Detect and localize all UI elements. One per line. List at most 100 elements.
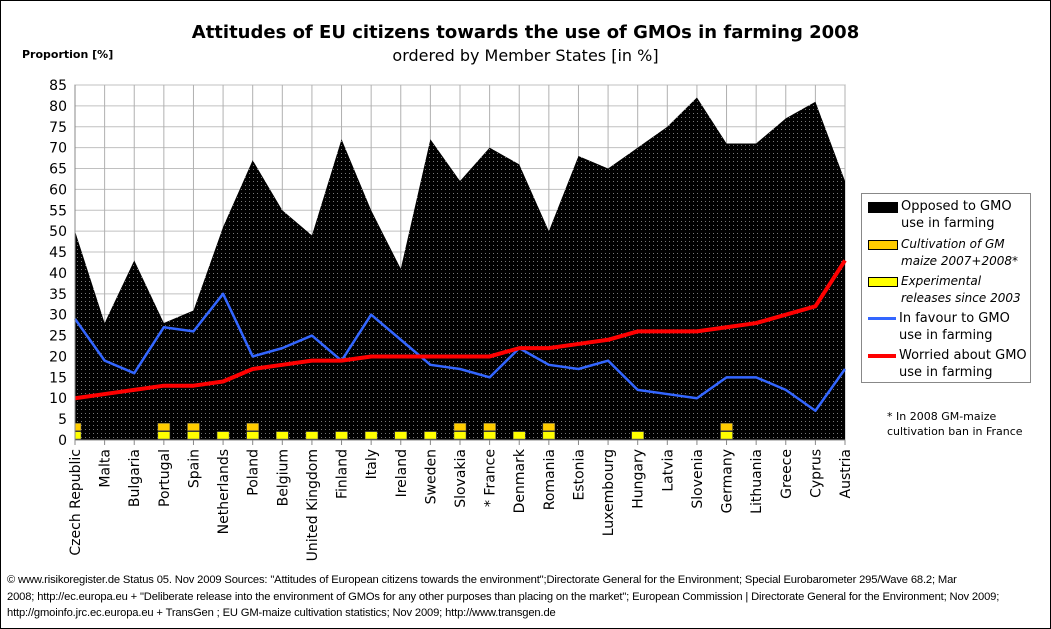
x-tick-label: Slovenia [690, 449, 706, 509]
x-tick-label: Italy [364, 449, 380, 479]
x-tick-label: United Kingdom [305, 449, 321, 561]
footer-line: http://gmoinfo.jrc.ec.europa.eu + TransG… [7, 607, 556, 619]
y-tick-label: 75 [49, 120, 67, 136]
x-tick-label: * France [483, 449, 499, 507]
y-tick-label: 40 [49, 266, 67, 282]
chart-plot: 0 5 10 15 20 25 30 35 40 45 50 55 60 65 70 75 80 85 Czech … [49, 78, 854, 561]
legend-swatch-experimental [868, 277, 898, 287]
legend-swatch-favour [868, 317, 896, 320]
marker-cultivation [453, 423, 467, 431]
marker-experimental [246, 431, 259, 440]
x-tick-label: Romania [542, 449, 558, 510]
y-tick-label: 55 [49, 203, 67, 219]
x-tick-label: Slovakia [453, 449, 469, 508]
marker-experimental [483, 431, 496, 440]
marker-experimental [453, 431, 467, 440]
marker-cultivation [246, 423, 259, 431]
x-tick-label: Cyprus [808, 449, 824, 498]
legend-swatch-worried [868, 354, 896, 358]
y-tick-label: 25 [49, 329, 67, 345]
legend-item-favour: In favour to GMO use in farming [868, 310, 1010, 344]
x-tick-label: Portugal [157, 449, 173, 507]
x-tick-label: Czech Republic [68, 449, 84, 556]
marker-cultivation [483, 423, 496, 431]
y-tick-label: 30 [49, 308, 67, 324]
legend-label: Experimental [901, 274, 982, 288]
x-tick-label: Denmark [512, 448, 528, 513]
x-tick-label: Germany [720, 449, 736, 513]
y-tick-label: 65 [49, 162, 67, 178]
legend-swatch-opposed [868, 202, 898, 213]
footer-line: © www.risikoregister.de Status 05. Nov 2… [7, 574, 957, 586]
legend-label: Worried about GMO [899, 348, 1027, 363]
legend-swatch-cultivation [868, 240, 898, 250]
sources-footer: © www.risikoregister.de Status 05. Nov 2… [7, 572, 1047, 622]
chart-subtitle: ordered by Member States [in %] [392, 46, 659, 65]
chart-title: Attitudes of EU citizens towards the use… [191, 22, 860, 43]
annotation-line: * In 2008 GM-maize [887, 410, 997, 423]
x-tick-label: Belgium [275, 449, 291, 506]
legend-label: use in farming [899, 365, 993, 380]
y-tick-label: 15 [49, 370, 67, 386]
marker-experimental [335, 431, 348, 440]
y-tick-label: 10 [49, 391, 67, 407]
x-tick-label: Greece [779, 449, 795, 499]
marker-cultivation [542, 423, 556, 431]
legend-label: Cultivation of GM [901, 237, 1005, 251]
annotation-france: * In 2008 GM-maize cultivation ban in Fr… [887, 409, 1023, 439]
legend-label: Opposed to GMO [901, 199, 1012, 214]
marker-experimental [157, 431, 171, 440]
x-tick-label: Austria [838, 449, 854, 498]
legend-item-experimental: Experimental releases since 2003 [868, 273, 1021, 307]
y-tick-label: 0 [58, 433, 67, 449]
marker-cultivation [720, 423, 733, 431]
marker-experimental [394, 431, 408, 440]
x-tick-label: Latvia [660, 449, 676, 492]
x-tick-label: Ireland [394, 449, 410, 497]
legend-item-opposed: Opposed to GMO use in farming [868, 198, 1012, 232]
marker-experimental [542, 431, 556, 440]
x-tick-label: Spain [186, 449, 202, 488]
marker-experimental [187, 431, 200, 440]
marker-experimental [720, 431, 733, 440]
area-opposed [75, 97, 845, 440]
y-tick-label: 50 [49, 224, 67, 240]
y-axis-label: Proportion [%] [22, 48, 114, 61]
x-tick-label: Lithuania [749, 449, 765, 514]
footer-line: 2008; http://ec.europa.eu + "Deliberate … [7, 590, 1000, 603]
legend-label: In favour to GMO [899, 311, 1010, 326]
y-tick-label: 70 [49, 141, 67, 157]
x-tick-label: Estonia [571, 449, 587, 501]
y-tick-label: 35 [49, 287, 67, 303]
y-tick-label: 45 [49, 245, 67, 261]
x-tick-label: Finland [335, 449, 351, 499]
x-tick-label: Poland [246, 449, 262, 496]
legend-label: use in farming [899, 328, 993, 343]
marker-experimental [74, 431, 82, 440]
annotation-line: cultivation ban in France [887, 425, 1023, 438]
x-tick-label: Luxembourg [601, 449, 617, 536]
marker-experimental [424, 431, 437, 440]
legend-item-cultivation: Cultivation of GM maize 2007+2008* [868, 236, 1018, 270]
y-tick-label: 5 [58, 412, 67, 428]
line-favour [73, 292, 847, 413]
x-tick-label: Malta [98, 449, 114, 488]
marker-experimental [305, 431, 319, 440]
marker-experimental [631, 431, 644, 440]
legend: Opposed to GMO use in farming Cultivation… [861, 193, 1031, 383]
legend-item-worried: Worried about GMO use in farming [868, 347, 1027, 381]
x-tick-label: Bulgaria [127, 449, 143, 507]
y-tick-label: 85 [49, 78, 67, 94]
x-tick-label: Sweden [423, 449, 439, 504]
marker-experimental [276, 431, 289, 440]
y-tick-label: 20 [49, 349, 67, 365]
legend-label: use in farming [901, 216, 995, 231]
marker-cultivation [187, 423, 200, 431]
marker-cultivation [157, 423, 171, 431]
x-tick-label: Hungary [631, 449, 647, 509]
marker-experimental [364, 431, 378, 440]
x-tick-label: Netherlands [216, 449, 232, 534]
line-worried [74, 259, 847, 401]
marker-cultivation [74, 423, 82, 431]
marker-experimental [216, 431, 230, 440]
